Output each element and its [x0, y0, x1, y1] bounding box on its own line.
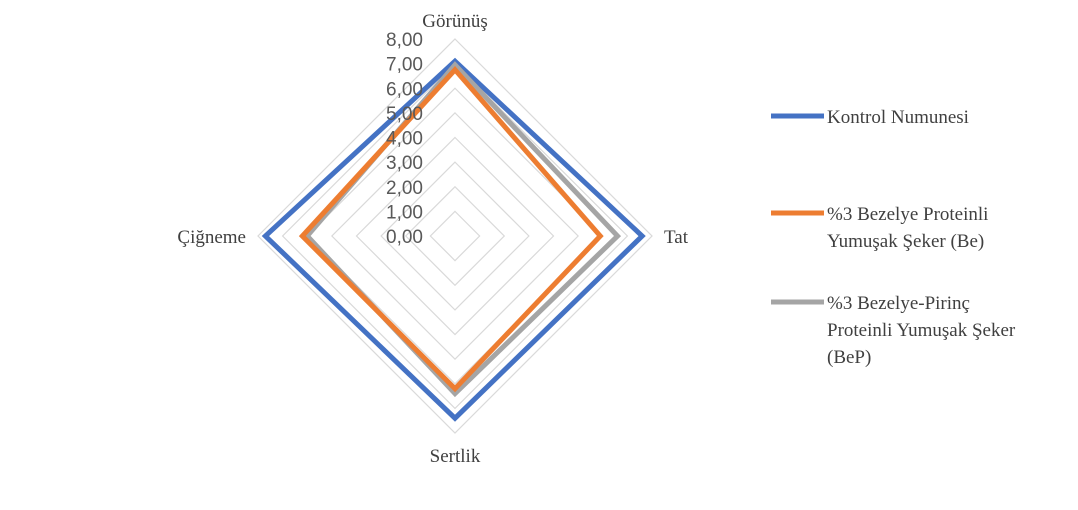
tick-label: 3,00 — [386, 153, 423, 174]
grid-ring — [404, 185, 506, 287]
tick-label: 7,00 — [386, 55, 423, 76]
axis-label-layer: Görünüş Tat Sertlik Çiğneme — [177, 11, 688, 467]
tick-label: 0,00 — [386, 227, 423, 248]
tick-label: 2,00 — [386, 178, 423, 199]
legend-label: %3 Bezelye-Pirinç — [827, 293, 970, 314]
grid-ring — [355, 136, 555, 336]
axis-label: Görünüş — [422, 11, 487, 32]
legend-label: Kontrol Numunesi — [827, 107, 969, 128]
grid-ring — [380, 161, 530, 311]
legend-label: (BeP) — [827, 347, 871, 368]
grid-layer — [257, 38, 653, 434]
tick-label: 5,00 — [386, 104, 423, 125]
axis-label: Çiğneme — [177, 227, 246, 248]
axis-label: Sertlik — [430, 446, 481, 467]
grid-ring — [257, 38, 653, 434]
legend-label: Yumuşak Şeker (Be) — [827, 231, 984, 252]
grid-ring — [281, 62, 629, 410]
series-layer — [261, 57, 646, 422]
grid-ring — [429, 210, 481, 262]
legend-label: Proteinli Yumuşak Şeker — [827, 320, 1016, 341]
legend: Kontrol Numunesi %3 Bezelye Proteinli Yumu… — [771, 107, 1016, 368]
axis-label: Tat — [664, 227, 689, 248]
tick-label: 1,00 — [386, 202, 423, 223]
grid-ring — [331, 112, 579, 360]
tick-layer: 0,00 1,00 2,00 3,00 4,00 5,00 6,00 7,00 8,00 — [386, 30, 423, 248]
series-line-1 — [298, 66, 604, 393]
tick-label: 6,00 — [386, 79, 423, 100]
tick-label: 4,00 — [386, 129, 423, 150]
tick-label: 8,00 — [386, 30, 423, 51]
series-line-0 — [261, 57, 646, 422]
grid-ring — [306, 87, 604, 385]
legend-label: %3 Bezelye Proteinli — [827, 204, 988, 225]
